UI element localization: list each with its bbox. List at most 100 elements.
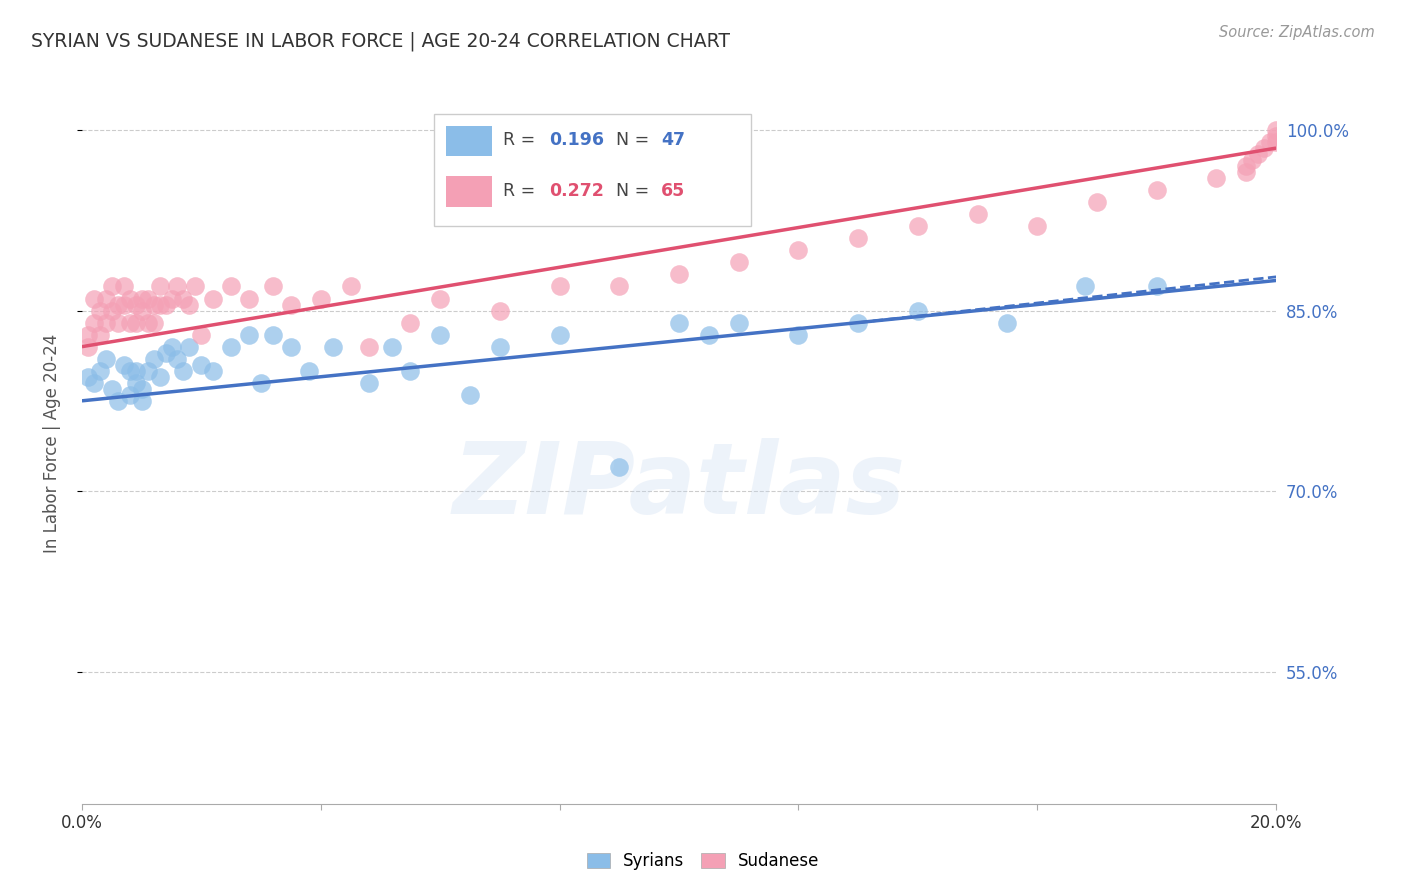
Point xyxy=(112,279,135,293)
Point xyxy=(238,327,260,342)
Point xyxy=(381,340,404,354)
Point xyxy=(548,279,571,293)
Text: 65: 65 xyxy=(661,182,685,200)
Point xyxy=(298,364,321,378)
Point xyxy=(787,244,810,258)
Point xyxy=(1085,195,1108,210)
Point xyxy=(1026,219,1049,234)
Point xyxy=(89,327,111,342)
Point xyxy=(309,292,332,306)
Point xyxy=(148,369,170,384)
Point xyxy=(136,316,159,330)
Point xyxy=(668,316,690,330)
Point xyxy=(89,303,111,318)
Point xyxy=(125,297,148,311)
Point xyxy=(727,316,749,330)
Point xyxy=(219,279,242,293)
Point xyxy=(458,388,481,402)
Point xyxy=(1146,279,1168,293)
Point xyxy=(77,340,100,354)
Point xyxy=(250,376,273,390)
Point xyxy=(262,327,284,342)
Point xyxy=(787,327,810,342)
Point xyxy=(179,297,201,311)
Point xyxy=(1234,159,1257,173)
Point xyxy=(101,303,124,318)
Text: R =: R = xyxy=(503,182,541,200)
Point xyxy=(357,376,380,390)
Point xyxy=(429,292,451,306)
Point xyxy=(136,364,159,378)
Point xyxy=(112,358,135,372)
Point xyxy=(907,303,929,318)
Point xyxy=(280,297,302,311)
Point xyxy=(107,393,129,408)
Point xyxy=(399,364,422,378)
Point xyxy=(166,351,188,366)
Point xyxy=(238,292,260,306)
Point xyxy=(142,297,165,311)
Point xyxy=(77,369,100,384)
Point xyxy=(548,327,571,342)
Point xyxy=(131,303,153,318)
Point xyxy=(668,268,690,282)
Point xyxy=(155,297,177,311)
Point xyxy=(190,327,212,342)
Point xyxy=(727,255,749,269)
Point xyxy=(131,393,153,408)
Point xyxy=(1253,141,1275,155)
Text: R =: R = xyxy=(503,131,541,149)
Point xyxy=(1241,153,1264,168)
Point xyxy=(94,292,117,306)
Point xyxy=(172,364,194,378)
Point xyxy=(83,292,105,306)
Y-axis label: In Labor Force | Age 20-24: In Labor Force | Age 20-24 xyxy=(44,334,60,552)
Point xyxy=(1247,147,1270,161)
Point xyxy=(262,279,284,293)
Point xyxy=(202,292,225,306)
Point xyxy=(399,316,422,330)
Point xyxy=(83,376,105,390)
Point xyxy=(94,351,117,366)
Point xyxy=(160,340,183,354)
Point xyxy=(125,364,148,378)
Point xyxy=(77,327,100,342)
Point xyxy=(94,316,117,330)
Text: 47: 47 xyxy=(661,131,685,149)
Legend: Syrians, Sudanese: Syrians, Sudanese xyxy=(581,846,825,877)
FancyBboxPatch shape xyxy=(446,126,492,156)
Text: 0.196: 0.196 xyxy=(548,131,603,149)
Point xyxy=(118,388,141,402)
FancyBboxPatch shape xyxy=(434,114,751,227)
Text: 0.272: 0.272 xyxy=(548,182,603,200)
Point xyxy=(112,297,135,311)
Point xyxy=(997,316,1019,330)
Point xyxy=(142,316,165,330)
Point xyxy=(846,316,869,330)
Text: N =: N = xyxy=(616,131,654,149)
Point xyxy=(136,292,159,306)
Point xyxy=(489,303,512,318)
Point xyxy=(202,364,225,378)
Point xyxy=(1265,135,1288,149)
Point xyxy=(1074,279,1097,293)
Point xyxy=(142,351,165,366)
Point xyxy=(907,219,929,234)
Point xyxy=(131,292,153,306)
Point xyxy=(125,316,148,330)
Point xyxy=(155,345,177,359)
Point xyxy=(89,364,111,378)
Point xyxy=(1205,171,1227,186)
Point xyxy=(131,382,153,396)
Point xyxy=(357,340,380,354)
Point xyxy=(190,358,212,372)
Point xyxy=(280,340,302,354)
Point xyxy=(160,292,183,306)
Point xyxy=(966,207,988,221)
Point xyxy=(107,316,129,330)
Point xyxy=(322,340,344,354)
Point xyxy=(125,376,148,390)
Text: Source: ZipAtlas.com: Source: ZipAtlas.com xyxy=(1219,25,1375,40)
Point xyxy=(429,327,451,342)
Point xyxy=(489,340,512,354)
